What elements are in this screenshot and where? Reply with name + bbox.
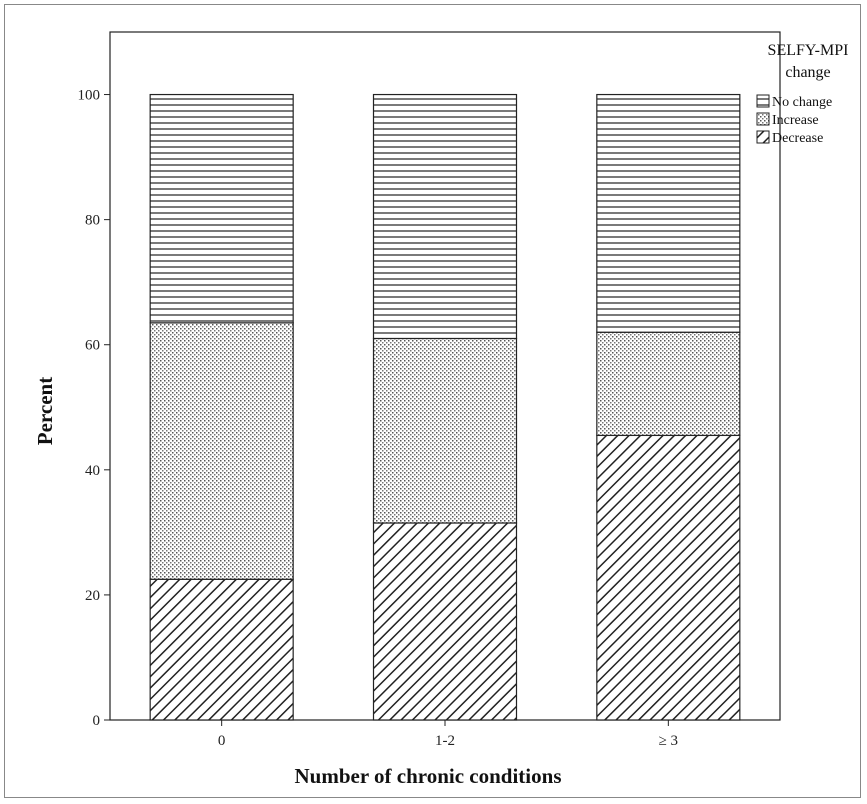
legend-title-line-1: SELFY-MPI [768, 42, 849, 59]
bar-segment-decrease [372, 522, 518, 721]
legend-swatch-increase [756, 112, 770, 126]
bar-segment-no-change [596, 93, 741, 333]
legend: SELFY-MPI change No change Increase Decrea… [756, 42, 849, 146]
bar-segment-increase [372, 337, 518, 524]
bar-segment-no-change [149, 93, 294, 324]
legend-label-no-change: No change [772, 95, 832, 110]
x-tick-label: ≥ 3 [659, 733, 678, 749]
figure-frame [4, 4, 861, 798]
x-axis-title: Number of chronic conditions [295, 764, 562, 788]
bar-segment-decrease [149, 578, 294, 721]
bar-segment-increase [596, 331, 741, 437]
legend-label-increase: Increase [772, 113, 819, 128]
x-axis: 0 1-2 ≥ 3 [218, 720, 678, 749]
y-tick-label: 100 [78, 88, 101, 104]
y-tick-label: 20 [85, 588, 100, 604]
legend-label-decrease: Decrease [772, 131, 823, 146]
bar-segment-increase [149, 322, 294, 580]
y-tick-label: 80 [85, 213, 100, 229]
y-tick-label: 40 [85, 463, 100, 479]
x-tick-label: 0 [218, 733, 226, 749]
legend-swatch-decrease [756, 130, 770, 144]
y-tick-label: 60 [85, 338, 100, 354]
legend-title-line-2: change [785, 64, 830, 81]
bars [149, 93, 741, 721]
y-axis-title: Percent [33, 377, 57, 445]
x-tick-label: 1-2 [435, 733, 455, 749]
bar-segment-no-change [372, 93, 518, 340]
bar-segment-decrease [596, 434, 741, 721]
y-axis: 0 20 40 60 80 100 [78, 88, 110, 729]
y-tick-label: 0 [93, 713, 101, 729]
legend-swatch-no-change [756, 94, 770, 108]
